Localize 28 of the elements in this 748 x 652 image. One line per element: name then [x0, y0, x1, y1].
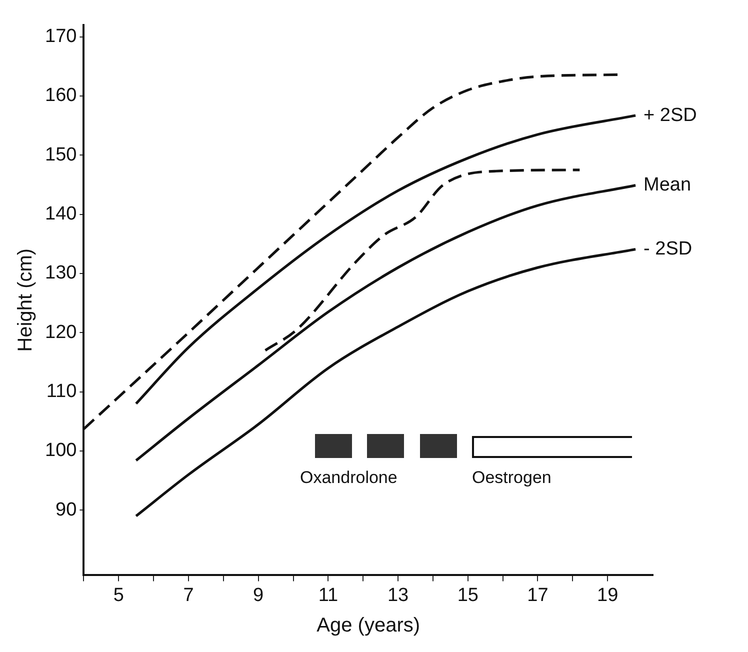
series-label: + 2SD: [644, 104, 697, 126]
y-tick-label: 100: [45, 440, 77, 462]
x-tick-label: 7: [183, 584, 194, 606]
series-label: - 2SD: [644, 238, 692, 260]
x-tick-label: 17: [527, 584, 548, 606]
y-tick-label: 140: [45, 204, 77, 225]
y-axis-title: Height (cm): [14, 248, 37, 352]
y-tick-label: 90: [56, 499, 77, 520]
x-tick-label: 13: [387, 584, 409, 606]
x-tick-label: 9: [253, 584, 264, 606]
series-label: Mean: [644, 174, 692, 196]
y-tick-label: 160: [45, 85, 77, 106]
x-tick-label: 19: [597, 584, 618, 606]
x-tick-label: 5: [113, 584, 124, 606]
line-series: [134, 184, 637, 462]
x-axis-title: Age (years): [316, 614, 420, 637]
annotation: Oestrogen: [472, 468, 552, 488]
y-tick-label: 120: [45, 322, 77, 343]
y-tick-label: 150: [45, 144, 77, 166]
x-tick-label: 15: [457, 584, 478, 606]
annotation: Oxandrolone: [300, 468, 398, 488]
y-tick-label: 170: [45, 26, 77, 48]
line-series: [264, 168, 581, 352]
line-series: [134, 248, 637, 518]
y-tick-label: 110: [46, 381, 77, 402]
x-tick-label: 11: [318, 584, 338, 606]
line-series: [134, 114, 637, 405]
y-tick-label: 130: [45, 262, 77, 284]
